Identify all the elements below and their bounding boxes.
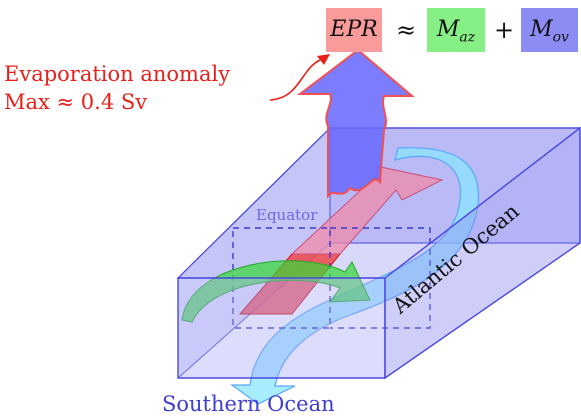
approx-symbol: ≈ xyxy=(388,8,424,52)
epr-term: EPR xyxy=(326,8,382,52)
equator-label: Equator xyxy=(256,206,317,224)
m-az-subscript: az xyxy=(459,29,475,45)
plus-symbol: + xyxy=(489,8,519,52)
southern-ocean-label: Southern Ocean xyxy=(162,392,335,416)
m-ov-subscript: ov xyxy=(553,29,569,45)
evaporation-pointer-head xyxy=(317,54,330,65)
m-ov-term: Mov xyxy=(521,8,578,52)
ocean-box-front-face xyxy=(178,278,385,378)
evaporation-label-line1: Evaporation anomaly xyxy=(4,62,230,86)
m-az-term: Maz xyxy=(427,8,485,52)
evaporation-label-line2: Max ≈ 0.4 Sv xyxy=(4,90,147,114)
m-ov-base: M xyxy=(530,17,553,42)
m-az-base: M xyxy=(437,17,460,42)
